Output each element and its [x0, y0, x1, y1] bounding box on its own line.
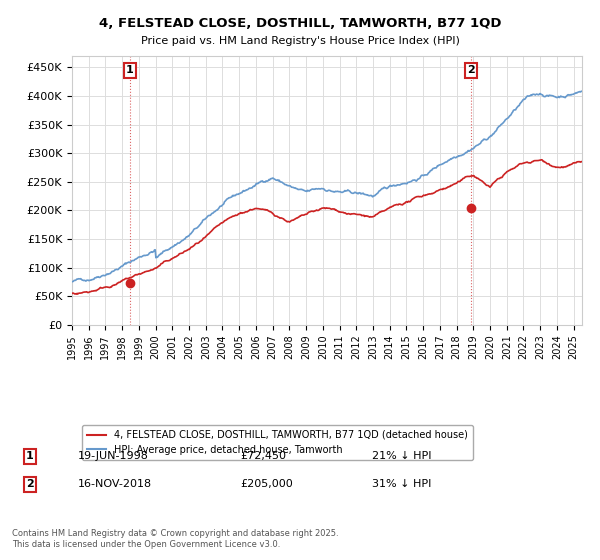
Text: £72,450: £72,450 — [240, 451, 286, 461]
Legend: 4, FELSTEAD CLOSE, DOSTHILL, TAMWORTH, B77 1QD (detached house), HPI: Average pr: 4, FELSTEAD CLOSE, DOSTHILL, TAMWORTH, B… — [82, 425, 473, 460]
Text: 2: 2 — [26, 479, 34, 489]
Text: 31% ↓ HPI: 31% ↓ HPI — [372, 479, 431, 489]
Text: Price paid vs. HM Land Registry's House Price Index (HPI): Price paid vs. HM Land Registry's House … — [140, 36, 460, 46]
Text: Contains HM Land Registry data © Crown copyright and database right 2025.
This d: Contains HM Land Registry data © Crown c… — [12, 529, 338, 549]
Text: 1: 1 — [126, 66, 134, 75]
Text: 1: 1 — [26, 451, 34, 461]
Text: 21% ↓ HPI: 21% ↓ HPI — [372, 451, 431, 461]
Text: 4, FELSTEAD CLOSE, DOSTHILL, TAMWORTH, B77 1QD: 4, FELSTEAD CLOSE, DOSTHILL, TAMWORTH, B… — [99, 17, 501, 30]
Text: 2: 2 — [467, 66, 475, 75]
Text: £205,000: £205,000 — [240, 479, 293, 489]
Text: 19-JUN-1998: 19-JUN-1998 — [78, 451, 149, 461]
Text: 16-NOV-2018: 16-NOV-2018 — [78, 479, 152, 489]
